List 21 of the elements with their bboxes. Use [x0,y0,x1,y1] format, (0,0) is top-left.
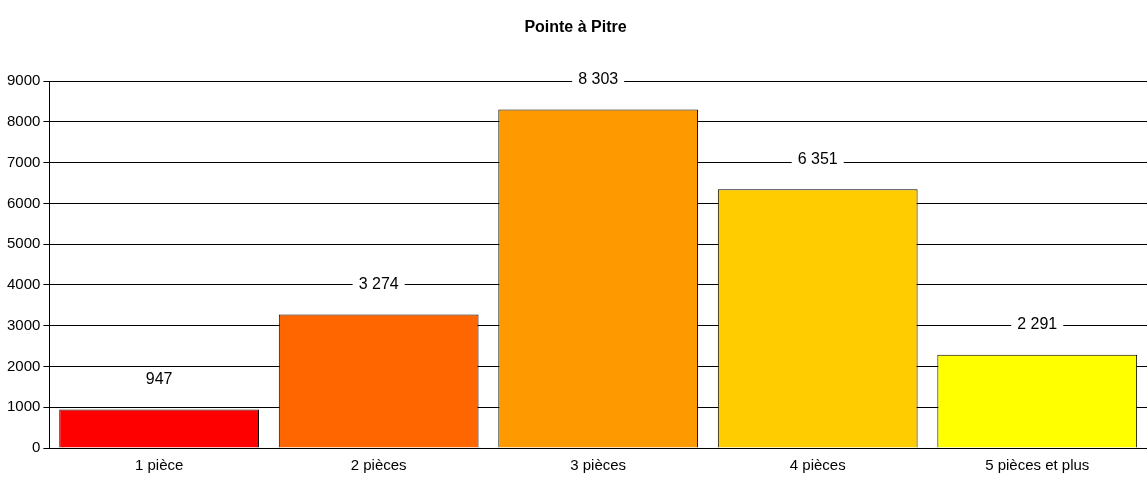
x-tick-label: 1 pièce [134,456,184,474]
chart-title: Pointe à Pitre [524,18,627,36]
y-tick-label: 9000 [6,71,41,89]
y-tick-label: 6000 [6,193,41,211]
data-label: 947 [145,369,173,387]
data-label: 3 274 [358,274,399,292]
y-tick-label: 1000 [6,397,41,415]
x-tick-label: 4 pièces [789,456,846,474]
y-tick-label: 7000 [6,152,41,170]
data-label: 8 303 [578,70,619,88]
data-label: 6 351 [797,149,838,167]
data-label: 2 291 [1017,315,1058,333]
x-tick-label: 3 pièces [570,456,627,474]
y-tick-label: 0 [32,438,41,456]
y-tick-label: 5000 [6,234,41,252]
y-tick-label: 3000 [6,315,41,333]
y-tick-label: 8000 [6,112,41,130]
x-tick-label: 2 pièces [350,456,407,474]
x-tick-label: 5 pièces et plus [985,456,1090,474]
y-tick-label: 4000 [6,275,41,293]
y-tick-label: 2000 [6,356,41,374]
